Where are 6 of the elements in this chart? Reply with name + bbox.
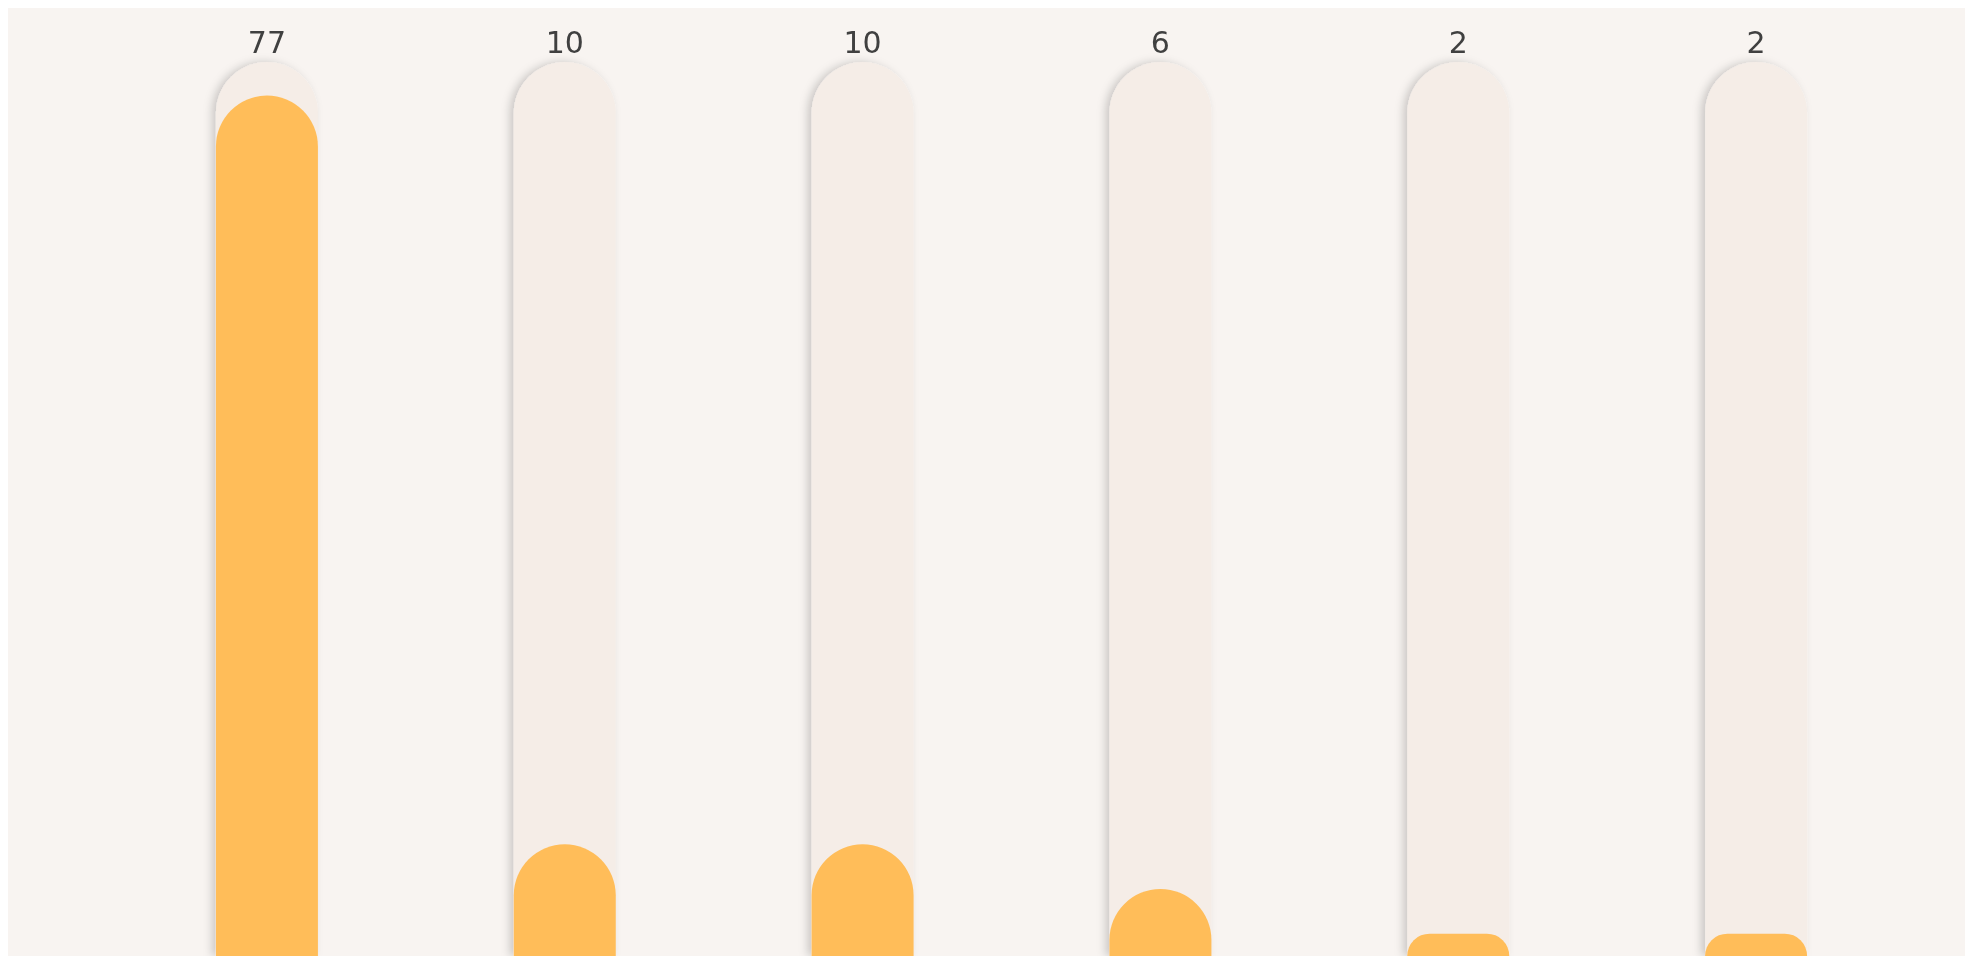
data-label: 2 — [1746, 24, 1766, 60]
data-label: 6 — [1150, 24, 1170, 60]
data-label: 10 — [843, 24, 882, 60]
data-label: 10 — [545, 24, 584, 60]
data-label: 2 — [1448, 24, 1468, 60]
data-label: 77 — [247, 24, 287, 60]
